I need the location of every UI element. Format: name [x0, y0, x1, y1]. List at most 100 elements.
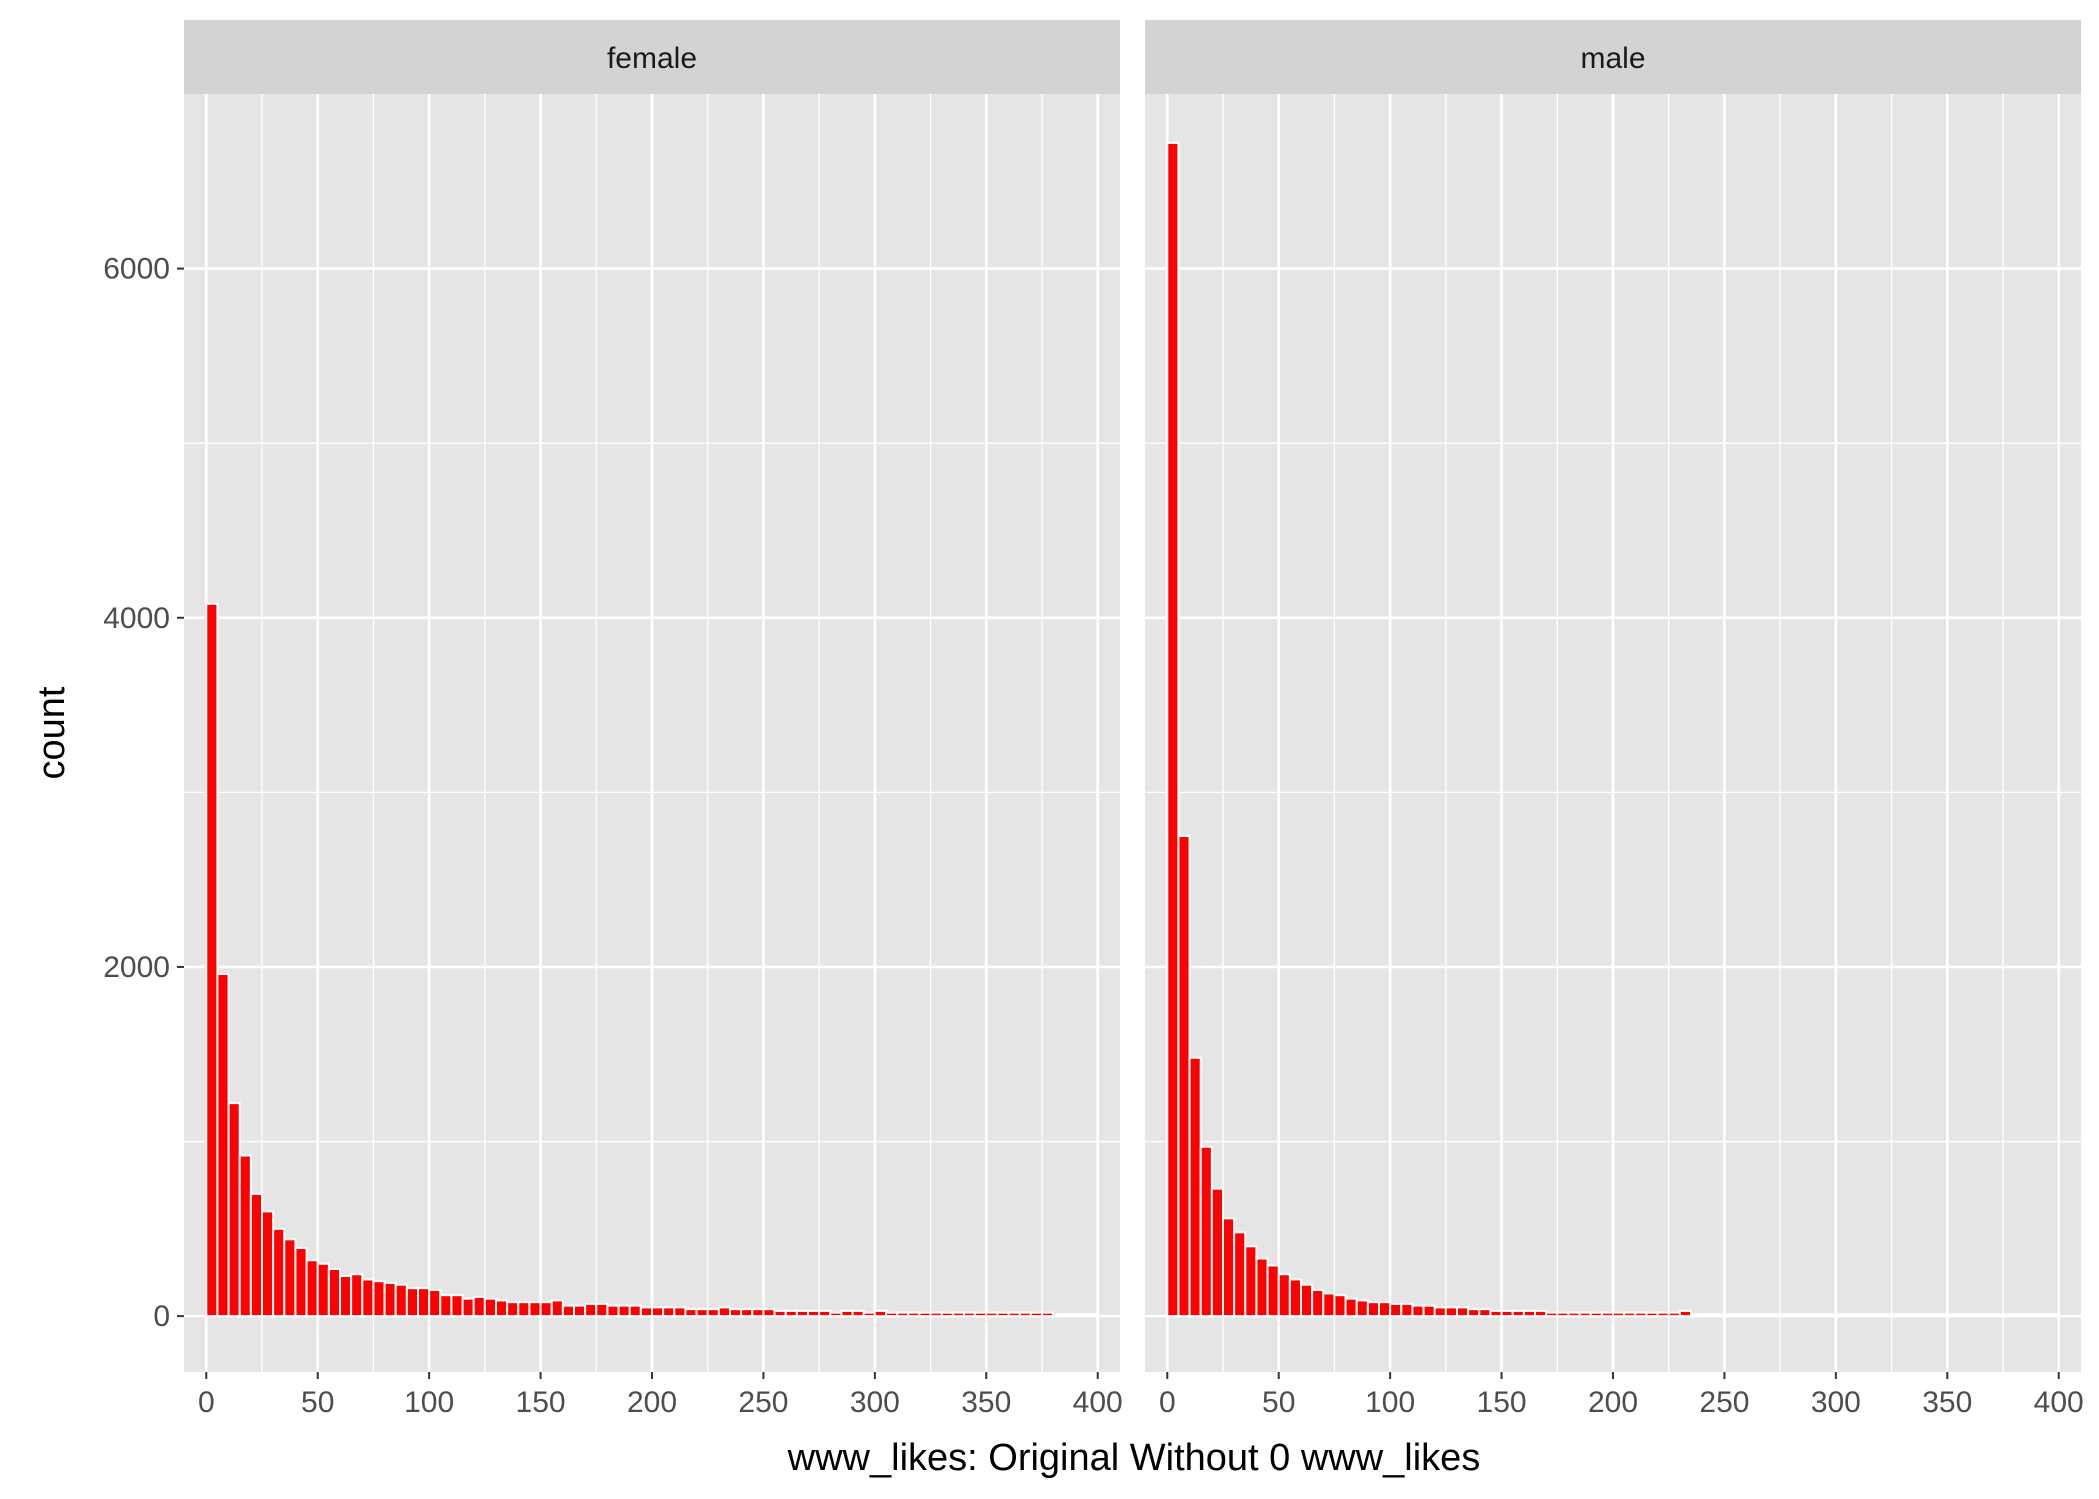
histogram-bar [896, 1311, 910, 1318]
x-tick-label: 250 [738, 1386, 788, 1419]
facet-strip-label: female [607, 42, 697, 75]
histogram-bar [439, 1294, 453, 1318]
histogram-bar [450, 1294, 464, 1318]
x-tick-label: 0 [198, 1386, 215, 1419]
histogram-bar [862, 1311, 876, 1318]
histogram-bar [873, 1309, 887, 1318]
histogram-bar [1745, 1313, 1759, 1318]
histogram-bar [1634, 1311, 1648, 1318]
histogram-bar [1244, 1245, 1258, 1318]
histogram-bar [283, 1238, 297, 1318]
histogram-bar [1567, 1311, 1581, 1318]
histogram-bar [1600, 1311, 1615, 1318]
histogram-bar [1277, 1273, 1291, 1318]
histogram-bar [1288, 1278, 1303, 1318]
histogram-bar [1901, 1313, 1915, 1318]
histogram-bar [517, 1301, 531, 1318]
y-tick-label: 4000 [103, 602, 170, 635]
histogram-bar [1074, 1313, 1088, 1318]
histogram-bar [1534, 1309, 1548, 1318]
facet-strip-label: male [1580, 42, 1645, 75]
histogram-bar [673, 1306, 687, 1318]
histogram-bar [1779, 1313, 1793, 1318]
histogram-bar [1199, 1145, 1213, 1318]
histogram-bar [1556, 1311, 1570, 1318]
histogram-bar [706, 1308, 720, 1318]
x-tick-label: 200 [627, 1386, 677, 1419]
histogram-bar [1400, 1302, 1414, 1318]
histogram-bar [361, 1278, 375, 1318]
histogram-bar [1366, 1301, 1381, 1318]
x-axis-title: www_likes: Original Without 0 www_likes [787, 1437, 1481, 1479]
histogram-bar [1500, 1309, 1514, 1318]
histogram-bar [1834, 1313, 1849, 1318]
histogram-bar [1511, 1309, 1525, 1318]
histogram-bar [261, 1210, 275, 1318]
histogram-bar [2013, 1313, 2027, 1318]
x-tick-label: 400 [2034, 1386, 2084, 1419]
x-tick-label: 200 [1588, 1386, 1638, 1419]
histogram-bar [2002, 1313, 2016, 1318]
histogram-bar [1007, 1311, 1021, 1318]
histogram-bar [327, 1267, 342, 1318]
histogram-bar [2046, 1313, 2060, 1318]
histogram-bar [729, 1308, 743, 1318]
facet-panel-female: female 0 50 100 150 200 250 300 350 400 [184, 20, 1123, 1419]
histogram-bar [405, 1287, 420, 1318]
histogram-bar [1712, 1313, 1726, 1318]
x-tick-label: 400 [1073, 1386, 1123, 1419]
histogram-bar [1823, 1313, 1837, 1318]
x-tick-label: 50 [1262, 1386, 1295, 1419]
histogram-bar [1645, 1311, 1659, 1318]
facet-strip [184, 20, 1120, 94]
histogram-bar [617, 1304, 631, 1318]
histogram-bar [2024, 1313, 2038, 1318]
histogram-bar [1222, 1217, 1236, 1318]
histogram-bar [1478, 1308, 1492, 1318]
x-tick-label: 150 [516, 1386, 566, 1419]
histogram-bar [1378, 1301, 1392, 1318]
histogram-bar [383, 1281, 397, 1318]
histogram-bar [539, 1301, 553, 1318]
histogram-bar [740, 1308, 754, 1318]
histogram-bar [350, 1273, 364, 1318]
histogram-bar [1723, 1313, 1737, 1318]
x-tick-label: 0 [1159, 1386, 1176, 1419]
histogram-bar [684, 1308, 698, 1318]
histogram-bar [829, 1311, 843, 1318]
histogram-bar [238, 1154, 252, 1318]
histogram-bar [695, 1308, 709, 1318]
x-tick-label: 250 [1699, 1386, 1749, 1419]
histogram-bar [483, 1297, 498, 1318]
histogram-bar [784, 1309, 798, 1318]
histogram-bar [851, 1309, 865, 1318]
histogram-bar [216, 972, 230, 1318]
histogram-bar [595, 1302, 609, 1318]
histogram-bar [762, 1308, 776, 1318]
histogram-bar [639, 1306, 653, 1318]
histogram-bar [1311, 1288, 1325, 1318]
histogram-bar [506, 1301, 520, 1318]
y-axis-title: count [31, 686, 73, 779]
histogram-bar [1177, 835, 1191, 1318]
histogram-bar [1801, 1313, 1815, 1318]
histogram-bar [1656, 1311, 1670, 1318]
facet-panels: female 0 50 100 150 200 250 300 350 400 male 0 50 100… [184, 20, 2084, 1419]
y-tick-label: 0 [153, 1300, 170, 1333]
histogram-bar [662, 1306, 676, 1318]
histogram-bar [1612, 1311, 1626, 1318]
histogram-bar [1589, 1311, 1603, 1318]
histogram-bar [584, 1302, 598, 1318]
histogram-bar [1734, 1313, 1748, 1318]
histogram-bar [2035, 1313, 2049, 1318]
histogram-bar [1857, 1313, 1871, 1318]
histogram-bar [316, 1262, 330, 1318]
histogram-bar [1768, 1313, 1782, 1318]
histogram-bar [773, 1309, 787, 1318]
histogram-bar [1912, 1313, 1927, 1318]
histogram-bar [940, 1311, 954, 1318]
histogram-bar [272, 1227, 286, 1318]
facet-panel-male: male 0 50 100 150 200 250 300 350 400 [1145, 20, 2084, 1419]
histogram-bar [550, 1299, 564, 1318]
